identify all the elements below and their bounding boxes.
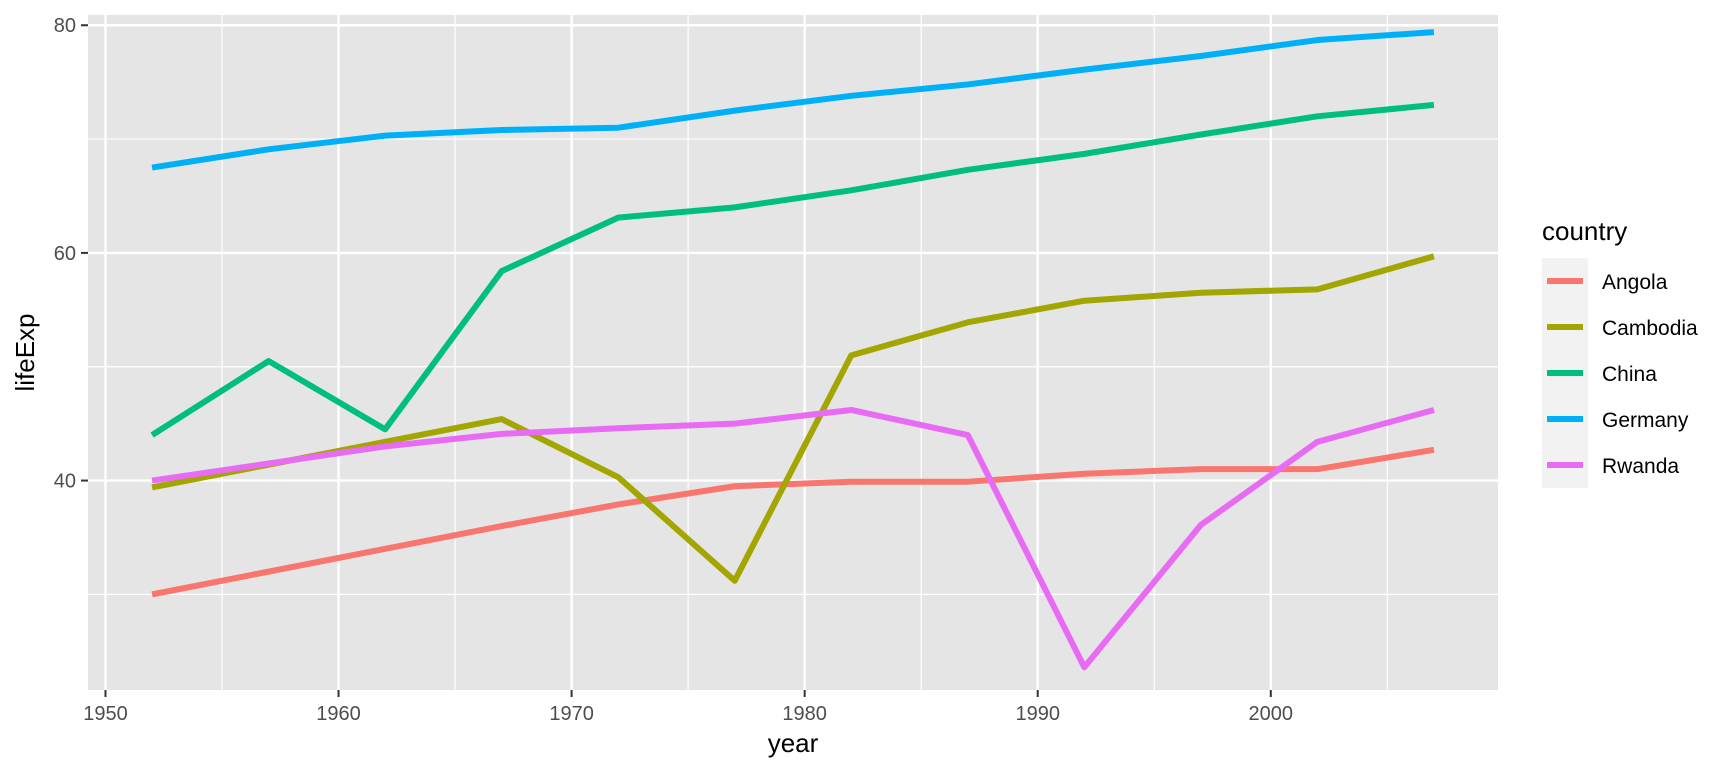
- series-line-china: [150, 101, 1435, 438]
- x-tick-label: 1950: [83, 703, 128, 725]
- y-axis-title: lifeExp: [10, 313, 40, 391]
- legend-item-germany: Germany: [1542, 396, 1689, 442]
- legend-label: China: [1602, 363, 1657, 386]
- x-tick-label: 1990: [1015, 703, 1060, 725]
- y-tick-label: 40: [54, 471, 76, 493]
- legend-item-angola: Angola: [1542, 258, 1668, 304]
- x-tick-label: 1980: [782, 703, 827, 725]
- legend-title: country: [1542, 216, 1627, 246]
- series-line-rwanda: [151, 406, 1435, 671]
- legend-item-cambodia: Cambodia: [1542, 304, 1698, 350]
- legend-label: Angola: [1602, 271, 1668, 294]
- x-tick-label: 1960: [316, 703, 361, 725]
- legend-item-rwanda: Rwanda: [1542, 442, 1679, 488]
- legend-label: Germany: [1602, 409, 1689, 432]
- legend-label: Rwanda: [1602, 455, 1679, 478]
- series-line-angola: [151, 446, 1435, 598]
- series-line-germany: [151, 29, 1435, 171]
- x-axis: 1950 1960 1970 1980 1990 2000: [83, 690, 1293, 725]
- legend-label: Cambodia: [1602, 317, 1698, 340]
- x-tick-label: 2000: [1249, 703, 1294, 725]
- minor-gridlines: [88, 15, 1498, 690]
- legend-item-china: China: [1542, 350, 1657, 396]
- x-tick-label: 1970: [549, 703, 594, 725]
- plot-panel: [88, 15, 1498, 690]
- y-tick-label: 60: [54, 243, 76, 265]
- series-line-cambodia: [151, 253, 1435, 584]
- x-axis-title: year: [768, 728, 819, 758]
- series-lines: [150, 29, 1435, 671]
- y-axis: 40 60 80: [54, 15, 88, 493]
- legend-items: Angola Cambodia China Germany Rwanda: [1542, 258, 1698, 488]
- legend: country Angola Cambodia China Germany Rwanda: [1542, 216, 1698, 488]
- y-tick-label: 80: [54, 15, 76, 37]
